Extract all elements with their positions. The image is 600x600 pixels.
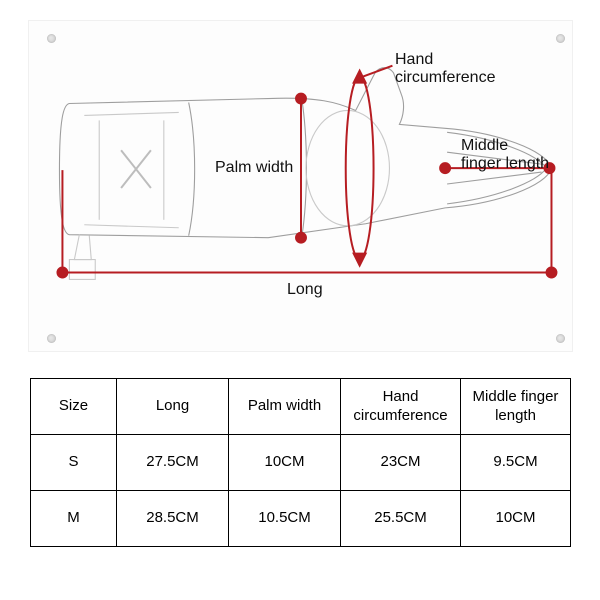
label-middle-finger-length: Middlefinger length — [461, 137, 549, 174]
col-size: Size — [31, 379, 117, 435]
label-palm-width: Palm width — [215, 159, 293, 177]
cell: 10CM — [229, 435, 341, 491]
measurement-diagram: Palm width Handcircumference Middlefinge… — [28, 20, 573, 352]
page-root: Palm width Handcircumference Middlefinge… — [0, 0, 600, 600]
label-hand-circumference: Handcircumference — [395, 51, 495, 88]
cell: 10CM — [461, 491, 571, 547]
cell: S — [31, 435, 117, 491]
col-hand-circ: Hand circumference — [341, 379, 461, 435]
mount-hole-icon — [556, 34, 565, 43]
cell: 25.5CM — [341, 491, 461, 547]
col-palm: Palm width — [229, 379, 341, 435]
cell: 28.5CM — [117, 491, 229, 547]
mount-hole-icon — [556, 334, 565, 343]
table-header-row: Size Long Palm width Hand circumference … — [31, 379, 571, 435]
label-long: Long — [287, 281, 323, 299]
table-row: S 27.5CM 10CM 23CM 9.5CM — [31, 435, 571, 491]
cell: M — [31, 491, 117, 547]
cell: 9.5CM — [461, 435, 571, 491]
size-table: Size Long Palm width Hand circumference … — [30, 378, 571, 547]
cell: 10.5CM — [229, 491, 341, 547]
col-finger-len: Middle finger length — [461, 379, 571, 435]
mount-hole-icon — [47, 34, 56, 43]
cell: 27.5CM — [117, 435, 229, 491]
mount-hole-icon — [47, 334, 56, 343]
cell: 23CM — [341, 435, 461, 491]
col-long: Long — [117, 379, 229, 435]
table-row: M 28.5CM 10.5CM 25.5CM 10CM — [31, 491, 571, 547]
